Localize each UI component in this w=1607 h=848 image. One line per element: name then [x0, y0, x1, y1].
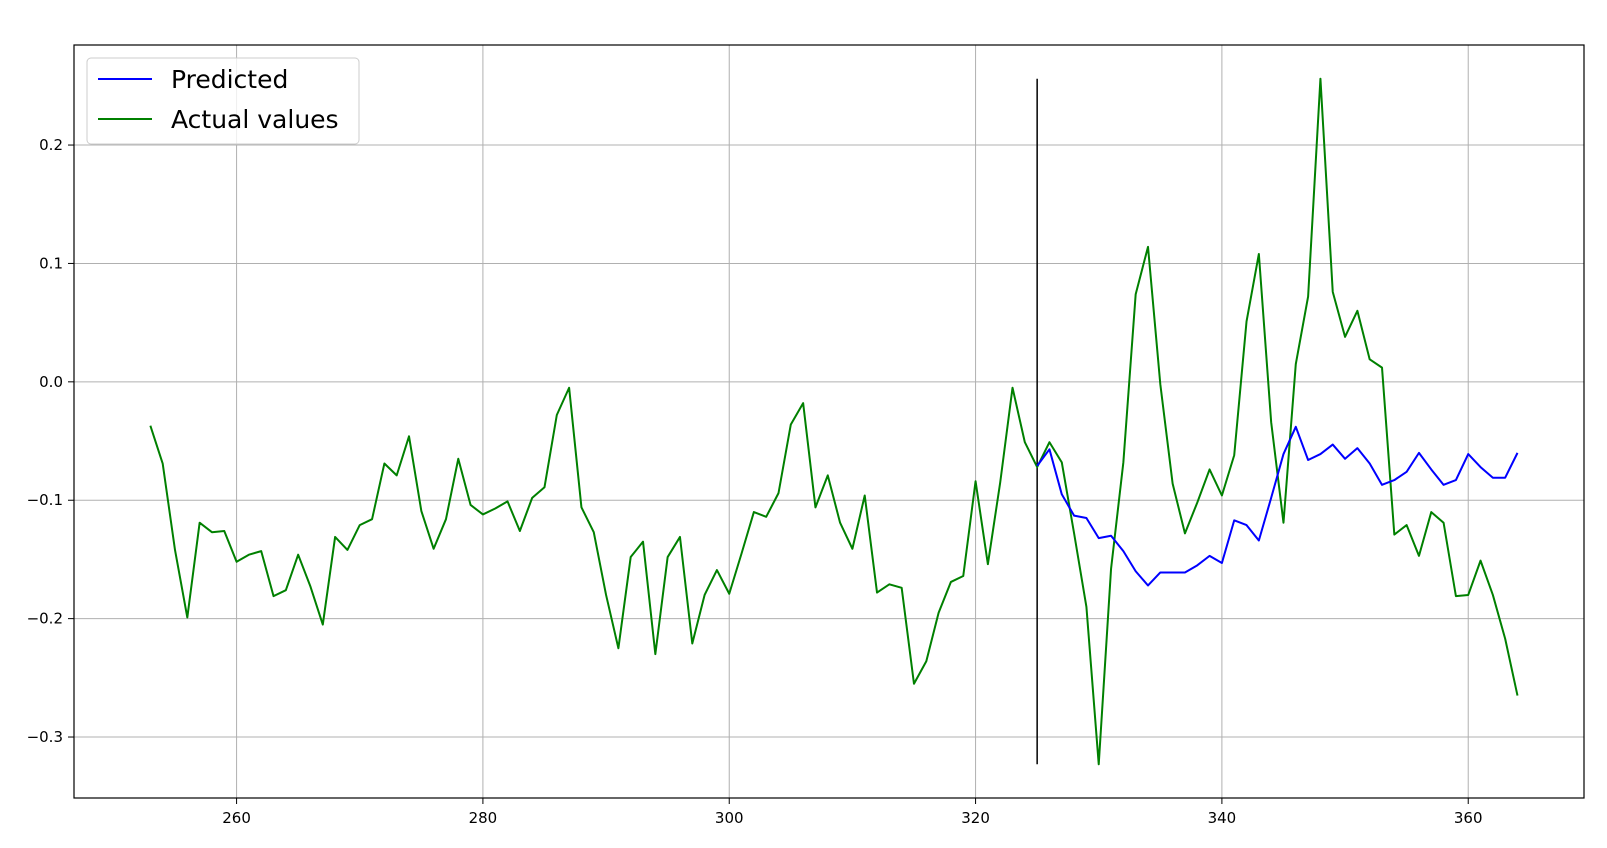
legend-label-predicted: Predicted — [171, 65, 288, 94]
x-tick-label: 260 — [222, 809, 251, 827]
legend-box — [86, 57, 360, 145]
x-tick-label: 340 — [1208, 809, 1237, 827]
x-tick-label: 320 — [961, 809, 990, 827]
series-line-predicted — [1036, 425, 1519, 587]
x-tick-label: 280 — [469, 809, 498, 827]
series-layer — [149, 77, 1519, 766]
grid — [74, 45, 1584, 798]
y-tick-label: −0.3 — [27, 728, 63, 746]
legend-label-actual: Actual values — [171, 105, 339, 134]
x-tick-label: 360 — [1454, 809, 1483, 827]
legend: Predicted Actual values — [86, 57, 360, 145]
axis-ticks: 260 280 300 320 340 360 −0.3 −0.2 −0.1 0.0 0.1 0.2 — [27, 136, 1483, 827]
x-tick-label: 300 — [715, 809, 744, 827]
y-tick-label: 0.0 — [39, 373, 63, 391]
y-tick-label: 0.2 — [39, 136, 63, 154]
plot-frame — [73, 44, 1585, 799]
y-tick-label: 0.1 — [39, 254, 63, 272]
y-tick-label: −0.1 — [27, 491, 63, 509]
series-line-actual — [149, 77, 1519, 766]
y-tick-label: −0.2 — [27, 610, 63, 628]
